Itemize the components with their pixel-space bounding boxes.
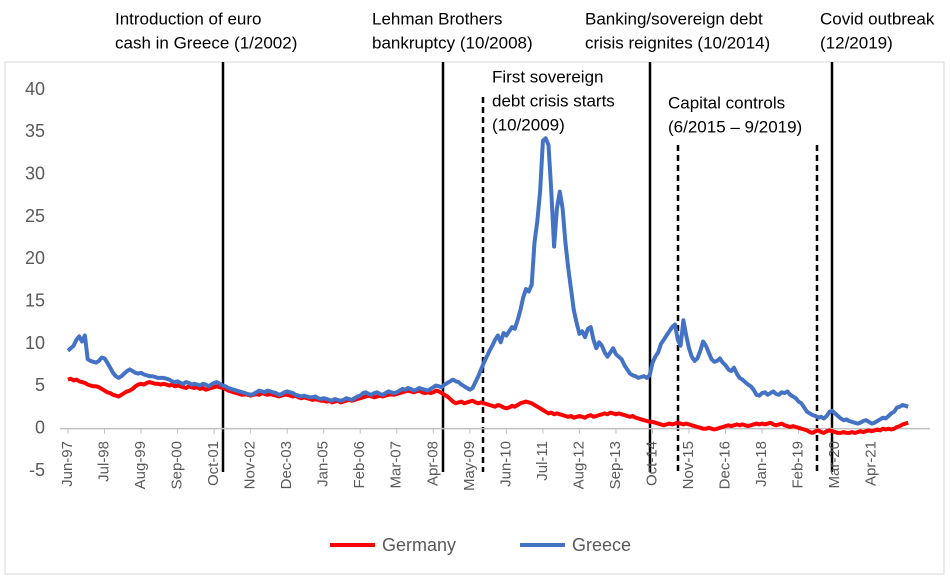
y-tick-label: 20 (25, 248, 45, 268)
annotation: Banking/sovereign debt (585, 9, 763, 28)
annotation: Covid outbreak (820, 9, 935, 28)
x-tick-label: Dec-16 (717, 441, 734, 489)
x-tick-label: Feb-19 (790, 441, 807, 489)
x-tick-label: Nov-02 (242, 441, 259, 489)
x-tick-label: Apr-08 (424, 441, 441, 486)
annotation: debt crisis starts (492, 91, 615, 110)
annotation: cash in Greece (1/2002) (115, 33, 297, 52)
x-tick-label: Jun-97 (59, 441, 76, 487)
y-tick-label: 5 (35, 375, 45, 395)
annotation: First sovereign (492, 67, 603, 86)
annotation: Introduction of euro (115, 9, 261, 28)
series-line (67, 376, 909, 435)
x-tick-label: Aug-99 (132, 441, 149, 489)
y-tick-label: 0 (35, 417, 45, 437)
series-line (66, 136, 909, 426)
legend-label: Germany (382, 535, 456, 555)
y-tick-label: 15 (25, 290, 45, 310)
x-tick-label: Dec-03 (278, 441, 295, 489)
event-lines (221, 62, 834, 472)
annotation: Lehman Brothers (372, 9, 502, 28)
y-tick-label: -5 (29, 460, 45, 480)
x-tick-label: Jan-05 (315, 441, 332, 487)
y-tick-label: 10 (25, 333, 45, 353)
y-tick-label: 30 (25, 163, 45, 183)
annotation: bankruptcy (10/2008) (372, 33, 533, 52)
y-tick-label: 40 (25, 79, 45, 99)
chart-frame (4, 61, 945, 575)
x-tick-label: Aug-12 (570, 441, 587, 489)
x-tick-label: Mar-20 (826, 441, 843, 489)
annotation: Capital controls (668, 93, 785, 112)
x-tick-label: Oct-01 (205, 441, 222, 486)
annotation: (12/2019) (820, 33, 893, 52)
x-tick-label: Nov-15 (680, 441, 697, 489)
annotation: crisis reignites (10/2014) (585, 33, 770, 52)
x-tick-label: Sep-00 (169, 441, 186, 489)
x-tick-label: Mar-07 (388, 441, 405, 489)
legend-label: Greece (572, 535, 631, 555)
x-tick-label: Jul-11 (534, 441, 551, 481)
x-tick-label: Jan-18 (753, 441, 770, 487)
x-tick-label: Jun-10 (497, 441, 514, 487)
x-tick-label: Sep-13 (607, 441, 624, 489)
annotation: (6/2015 – 9/2019) (668, 117, 802, 136)
x-tick-label: May-09 (461, 441, 478, 491)
x-tick-label: Jul-98 (95, 441, 112, 482)
x-tick-label: Apr-21 (863, 441, 880, 486)
x-tick-label: Oct-14 (643, 441, 660, 486)
annotation: (10/2009) (492, 115, 565, 134)
y-tick-label: 25 (25, 206, 45, 226)
y-tick-label: 35 (25, 121, 45, 141)
x-tick-label: Feb-06 (351, 441, 368, 489)
